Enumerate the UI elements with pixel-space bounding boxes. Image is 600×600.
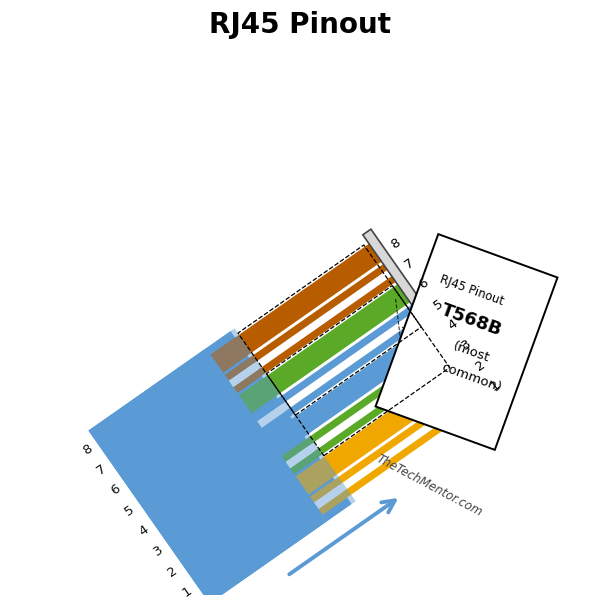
Polygon shape xyxy=(206,244,382,376)
Polygon shape xyxy=(111,358,262,472)
Polygon shape xyxy=(168,439,319,554)
Polygon shape xyxy=(263,325,439,457)
Polygon shape xyxy=(206,328,356,521)
Polygon shape xyxy=(140,398,290,513)
Text: T568B: T568B xyxy=(439,301,505,340)
Polygon shape xyxy=(253,310,420,430)
Text: TheTechMentor.com: TheTechMentor.com xyxy=(374,452,484,519)
Polygon shape xyxy=(221,264,396,395)
Polygon shape xyxy=(200,485,343,589)
Polygon shape xyxy=(115,364,258,467)
Text: RJ45 Pinout: RJ45 Pinout xyxy=(438,273,505,308)
Text: 1: 1 xyxy=(488,378,502,394)
Polygon shape xyxy=(97,338,248,452)
Text: 5: 5 xyxy=(431,297,445,312)
Text: 1: 1 xyxy=(179,584,194,599)
Polygon shape xyxy=(225,270,392,390)
Polygon shape xyxy=(144,404,286,507)
Polygon shape xyxy=(154,419,304,533)
Polygon shape xyxy=(292,365,467,497)
Polygon shape xyxy=(278,345,452,477)
Text: 8: 8 xyxy=(388,236,403,251)
Polygon shape xyxy=(376,234,557,450)
Text: 2: 2 xyxy=(473,358,488,373)
Text: 4: 4 xyxy=(137,523,151,538)
Polygon shape xyxy=(310,392,477,512)
Text: 5: 5 xyxy=(122,503,137,518)
Text: 2: 2 xyxy=(165,563,179,579)
Polygon shape xyxy=(88,331,352,600)
Text: 4: 4 xyxy=(445,317,460,332)
Text: 6: 6 xyxy=(109,482,123,498)
Polygon shape xyxy=(182,460,333,574)
Text: 6: 6 xyxy=(417,277,431,292)
Text: 8: 8 xyxy=(80,442,94,457)
Text: 7: 7 xyxy=(94,462,109,478)
Text: RJ45 Pinout: RJ45 Pinout xyxy=(209,11,391,39)
Polygon shape xyxy=(363,229,496,413)
Polygon shape xyxy=(88,348,327,600)
Text: 3: 3 xyxy=(460,337,474,353)
Text: 3: 3 xyxy=(151,543,166,559)
Polygon shape xyxy=(125,378,276,493)
Text: (most: (most xyxy=(451,339,491,365)
Polygon shape xyxy=(306,386,481,517)
Polygon shape xyxy=(282,351,449,471)
Polygon shape xyxy=(235,284,410,416)
Text: 7: 7 xyxy=(403,256,417,272)
Polygon shape xyxy=(197,479,347,594)
Text: common): common) xyxy=(440,361,503,395)
Polygon shape xyxy=(249,305,424,436)
Polygon shape xyxy=(172,445,314,548)
